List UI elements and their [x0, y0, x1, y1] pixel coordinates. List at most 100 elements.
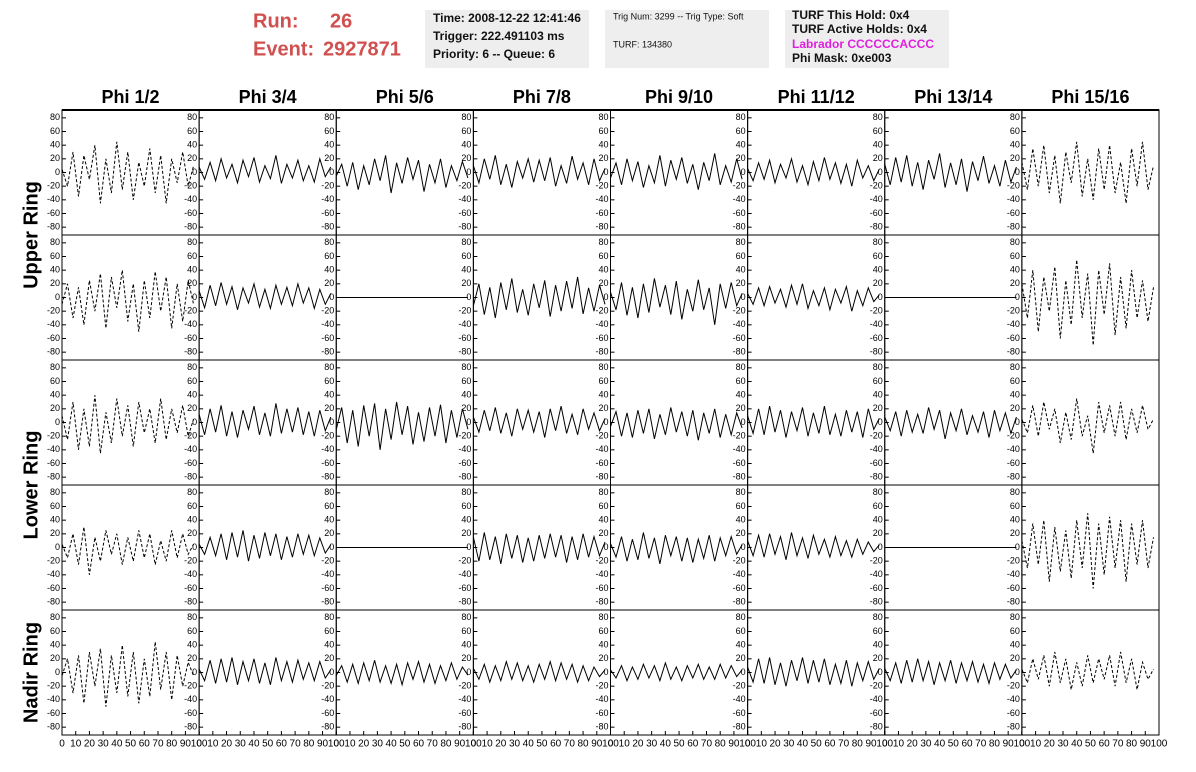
x-tick-label: 30 — [646, 739, 658, 750]
column-title: Phi 15/16 — [1051, 87, 1129, 107]
info-text: Priority: 6 -- Queue: 6 — [433, 47, 555, 61]
y-tick-label: 80 — [187, 112, 197, 122]
waveform — [1021, 398, 1154, 454]
y-tick-label: 40 — [736, 515, 746, 525]
y-tick-label: -60 — [595, 583, 608, 593]
x-tick-label: 20 — [769, 739, 781, 750]
y-tick-label: -80 — [733, 222, 746, 232]
y-tick-label: 20 — [1010, 403, 1020, 413]
x-tick-label: 20 — [221, 739, 233, 750]
y-tick-label: 20 — [1010, 653, 1020, 663]
y-tick-label: 0 — [329, 542, 334, 552]
y-tick-label: 0 — [466, 167, 471, 177]
y-tick-label: 20 — [461, 278, 471, 288]
y-tick-label: -80 — [47, 472, 60, 482]
y-tick-label: 20 — [736, 278, 746, 288]
y-tick-label: 20 — [461, 528, 471, 538]
y-tick-label: 0 — [55, 542, 60, 552]
x-tick-label: 20 — [1044, 739, 1056, 750]
y-tick-label: -20 — [458, 181, 471, 191]
y-tick-label: 20 — [873, 528, 883, 538]
y-tick-label: 80 — [324, 112, 334, 122]
y-tick-label: 40 — [873, 640, 883, 650]
info-text: Phi Mask: 0xe003 — [792, 51, 892, 65]
y-tick-label: 60 — [598, 376, 608, 386]
y-tick-label: 40 — [324, 265, 334, 275]
x-tick-label: 100 — [465, 739, 482, 750]
waveform — [610, 532, 743, 565]
waveform — [335, 401, 469, 450]
y-tick-label: 80 — [873, 237, 883, 247]
x-tick-label: 70 — [1112, 739, 1124, 750]
y-tick-label: -60 — [595, 333, 608, 343]
y-tick-label: 40 — [461, 140, 471, 150]
x-tick-label: 80 — [578, 739, 590, 750]
waveform — [198, 403, 332, 438]
y-tick-label: -40 — [733, 444, 746, 454]
y-tick-label: 60 — [873, 126, 883, 136]
info-text: Trig Num: 3299 -- Trig Type: Soft — [613, 11, 744, 21]
y-tick-label: 40 — [324, 515, 334, 525]
y-tick-label: -20 — [321, 306, 334, 316]
x-tick-label: 10 — [1030, 739, 1042, 750]
y-tick-label: -60 — [321, 458, 334, 468]
y-tick-label: 60 — [598, 126, 608, 136]
y-tick-label: 80 — [461, 612, 471, 622]
y-tick-label: 80 — [324, 237, 334, 247]
y-tick-label: -40 — [595, 694, 608, 704]
x-tick-label: 90 — [591, 739, 603, 750]
y-tick-label: -60 — [321, 708, 334, 718]
y-tick-label: 0 — [329, 167, 334, 177]
y-tick-label: 40 — [873, 390, 883, 400]
x-tick-label: 20 — [495, 739, 507, 750]
x-tick-label: 90 — [317, 739, 329, 750]
x-tick-label: 70 — [427, 739, 439, 750]
y-tick-label: -40 — [733, 194, 746, 204]
x-tick-label: 100 — [876, 739, 893, 750]
x-tick-label: 50 — [674, 739, 686, 750]
y-tick-label: 80 — [736, 362, 746, 372]
y-tick-label: -80 — [1007, 597, 1020, 607]
y-tick-label: -60 — [1007, 208, 1020, 218]
y-tick-label: -80 — [321, 347, 334, 357]
y-tick-label: -60 — [47, 333, 60, 343]
x-tick-label: 0 — [882, 739, 888, 750]
y-tick-label: -60 — [47, 583, 60, 593]
y-tick-label: -80 — [1007, 722, 1020, 732]
y-tick-label: -60 — [595, 458, 608, 468]
y-tick-label: -60 — [1007, 583, 1020, 593]
y-tick-label: -20 — [1007, 306, 1020, 316]
y-tick-label: 40 — [736, 390, 746, 400]
y-tick-label: 0 — [192, 417, 197, 427]
y-tick-label: 20 — [598, 403, 608, 413]
x-tick-label: 60 — [276, 739, 288, 750]
y-tick-label: -80 — [184, 222, 197, 232]
y-tick-label: -60 — [321, 208, 334, 218]
y-tick-label: 40 — [1010, 265, 1020, 275]
y-tick-label: 40 — [873, 265, 883, 275]
y-tick-label: -40 — [1007, 694, 1020, 704]
y-tick-label: 40 — [187, 640, 197, 650]
x-tick-label: 40 — [660, 739, 672, 750]
y-tick-label: 20 — [598, 278, 608, 288]
y-tick-label: 80 — [187, 487, 197, 497]
waveform — [472, 155, 606, 188]
y-tick-label: 0 — [466, 292, 471, 302]
y-tick-label: 60 — [461, 626, 471, 636]
y-tick-label: 80 — [598, 237, 608, 247]
y-tick-label: 40 — [598, 140, 608, 150]
y-tick-label: 80 — [873, 112, 883, 122]
waveform — [1021, 141, 1154, 204]
y-tick-label: 0 — [741, 667, 746, 677]
y-tick-label: -40 — [595, 319, 608, 329]
waveform — [1021, 651, 1154, 690]
x-tick-label: 70 — [701, 739, 713, 750]
y-tick-label: 40 — [1010, 390, 1020, 400]
y-tick-label: -40 — [321, 569, 334, 579]
y-tick-label: 0 — [466, 542, 471, 552]
y-tick-label: 80 — [736, 237, 746, 247]
y-tick-label: 20 — [873, 403, 883, 413]
y-tick-label: 60 — [1010, 376, 1020, 386]
y-tick-label: 20 — [324, 528, 334, 538]
y-tick-label: -80 — [595, 472, 608, 482]
